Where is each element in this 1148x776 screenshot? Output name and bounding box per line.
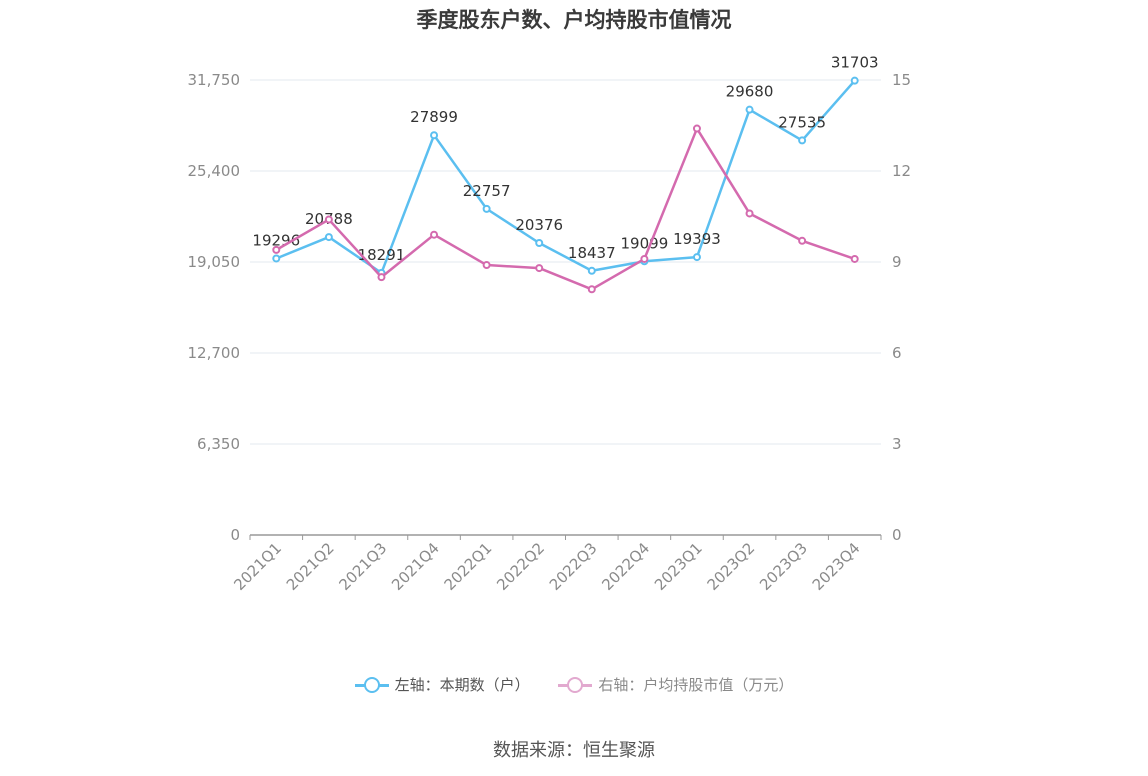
data-label: 29680 <box>726 83 774 101</box>
x-tick-label: 2022Q4 <box>598 539 653 594</box>
data-point-right <box>535 264 544 273</box>
data-label: 27899 <box>410 108 458 126</box>
source-note: 数据来源：恒生聚源 <box>493 740 655 761</box>
data-point-right <box>692 124 701 133</box>
y-left-tick-label: 0 <box>230 526 240 544</box>
data-point-right <box>482 261 491 270</box>
x-tick-label: 2023Q4 <box>809 539 864 594</box>
data-point-left <box>745 105 754 114</box>
data-point-left <box>272 254 281 263</box>
legend-item-left-series[interactable]: 左轴：本期数（户） <box>354 674 530 695</box>
x-tick-label: 2021Q2 <box>283 539 338 594</box>
chart-title: 季度股东户数、户均持股市值情况 <box>416 8 732 32</box>
y-left-tick-label: 25,400 <box>188 162 241 180</box>
data-label: 27535 <box>778 113 826 131</box>
data-point-right <box>377 273 386 282</box>
y-left-tick-label: 19,050 <box>188 253 241 271</box>
legend-marker-left-icon <box>354 675 389 695</box>
data-point-right <box>640 254 649 263</box>
data-point-right <box>430 230 439 239</box>
data-point-left <box>482 204 491 213</box>
series-line-right <box>275 127 856 291</box>
data-point-left <box>324 233 333 242</box>
data-point-right <box>798 236 807 245</box>
x-tick-label: 2022Q2 <box>493 539 548 594</box>
data-point-left <box>692 253 701 262</box>
x-tick-label: 2022Q1 <box>441 539 496 594</box>
x-tick-label: 2023Q3 <box>756 539 811 594</box>
legend-label-right: 右轴：户均持股市值（万元） <box>598 676 794 694</box>
x-tick-label: 2023Q2 <box>704 539 759 594</box>
legend-item-right-series[interactable]: 右轴：户均持股市值（万元） <box>558 674 793 695</box>
data-label: 19099 <box>621 234 669 252</box>
x-tick-label: 2021Q3 <box>335 539 390 594</box>
data-point-right <box>745 209 754 218</box>
data-point-right <box>324 215 333 224</box>
y-right-tick-label: 3 <box>892 435 902 453</box>
x-tick-label: 2022Q3 <box>546 539 601 594</box>
data-label: 22757 <box>463 182 511 200</box>
data-label: 31703 <box>831 54 879 72</box>
x-tick-label: 2023Q1 <box>651 539 706 594</box>
y-right-tick-label: 6 <box>892 344 902 362</box>
data-point-left <box>535 238 544 247</box>
y-right-tick-label: 15 <box>892 71 911 89</box>
x-tick-label: 2021Q1 <box>230 539 285 594</box>
y-left-tick-label: 31,750 <box>188 71 241 89</box>
data-point-left <box>798 136 807 145</box>
data-label: 19393 <box>673 230 721 248</box>
data-label: 19296 <box>252 231 300 249</box>
data-point-left <box>430 131 439 140</box>
data-point-right <box>587 285 596 294</box>
data-point-right <box>272 245 281 254</box>
data-label: 20376 <box>515 216 563 234</box>
y-left-tick-label: 12,700 <box>188 344 241 362</box>
y-right-tick-label: 12 <box>892 162 911 180</box>
data-label: 18437 <box>568 244 616 262</box>
y-left-tick-label: 6,350 <box>197 435 240 453</box>
data-point-left <box>850 76 859 85</box>
legend-marker-right-icon <box>558 675 593 695</box>
data-label: 18291 <box>358 246 406 264</box>
series-line-left <box>275 79 856 275</box>
data-point-right <box>850 254 859 263</box>
y-right-tick-label: 9 <box>892 253 902 271</box>
y-right-tick-label: 0 <box>892 526 902 544</box>
data-point-left <box>587 266 596 275</box>
x-tick-label: 2021Q4 <box>388 539 443 594</box>
legend-label-left: 左轴：本期数（户） <box>394 676 530 694</box>
legend: 左轴：本期数（户） 右轴：户均持股市值（万元） <box>0 674 1148 699</box>
